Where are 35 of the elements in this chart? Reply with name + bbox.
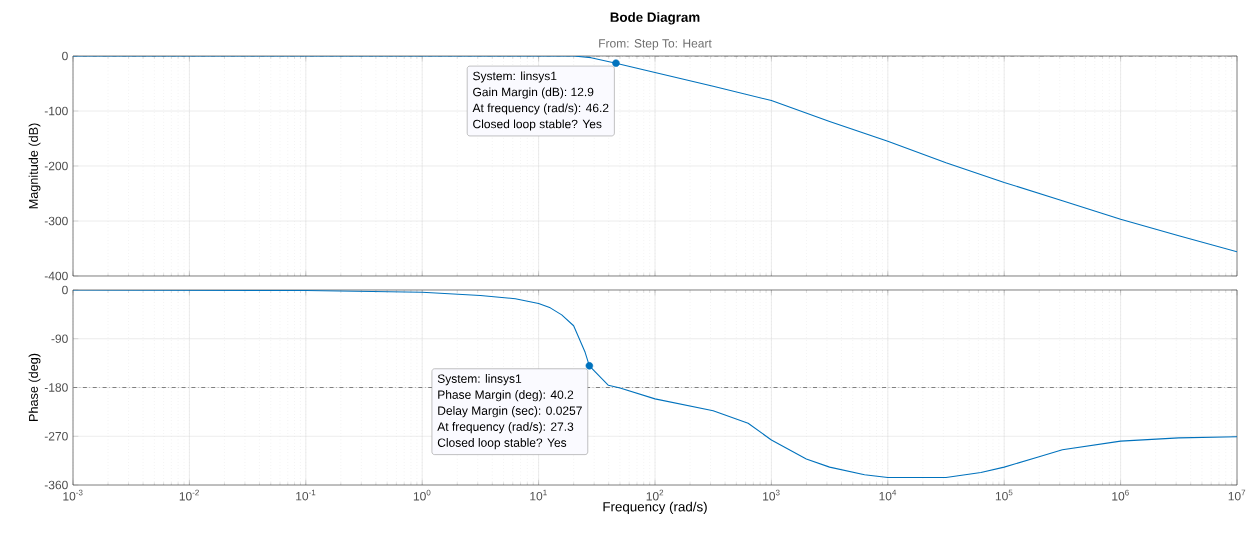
y-tick-label: 0 — [62, 51, 68, 61]
chart-title: Bode Diagram — [610, 12, 700, 25]
y-tick-label: -200 — [44, 161, 68, 171]
y-tick-label: -300 — [44, 216, 68, 226]
y-tick-label: 0 — [62, 285, 68, 295]
x-tick-label: 10$^{1}$ — [530, 489, 547, 501]
x-tick-label: 10$^{4}$ — [879, 489, 897, 501]
y-tick-label: -90 — [51, 334, 68, 344]
annotation: Gain Margin (dB): 12.9 — [473, 87, 594, 99]
y-tick-label: -360 — [44, 480, 68, 490]
annotation: Closed loop stable? Yes — [437, 438, 567, 450]
y-tick-label: -400 — [44, 271, 68, 281]
x-tick-label: 10$^{5}$ — [995, 489, 1013, 501]
y-tick-label: -180 — [44, 383, 68, 392]
annotation: Delay Margin (sec): 0.0257 — [438, 406, 582, 418]
x-tick-label: 10$^{-1}$ — [296, 489, 316, 501]
annotation: System: linsys1 — [473, 71, 557, 83]
annotation: At frequency (rad/s): 27.3 — [437, 422, 574, 434]
y-axis-title: Magnitude (dB) — [28, 123, 41, 209]
annotation: At frequency (rad/s): 46.2 — [472, 103, 609, 115]
x-tick-label: 10$^{2}$ — [646, 489, 664, 501]
annotation: Closed loop stable? Yes — [473, 119, 602, 131]
y-tick-label: -270 — [44, 431, 68, 441]
x-tick-label: 10$^{0}$ — [413, 489, 431, 501]
x-tick-label: 10$^{-3}$ — [63, 489, 83, 501]
x-tick-label: 10$^{3}$ — [763, 489, 780, 501]
x-tick-label: 10$^{-2}$ — [179, 489, 199, 501]
x-axis-title: Frequency (rad/s) — [603, 501, 707, 515]
annotation: Phase Margin (deg): 40.2 — [438, 390, 574, 402]
annotation: System: linsys1 — [437, 374, 522, 386]
x-tick-label: 10$^{6}$ — [1112, 489, 1129, 501]
chart-subtitle: From: Step To: Heart — [599, 39, 712, 50]
y-tick-label: -100 — [44, 106, 68, 116]
x-tick-label: 10$^{7}$ — [1228, 489, 1246, 501]
y-axis-title: Phase (deg) — [28, 353, 41, 421]
